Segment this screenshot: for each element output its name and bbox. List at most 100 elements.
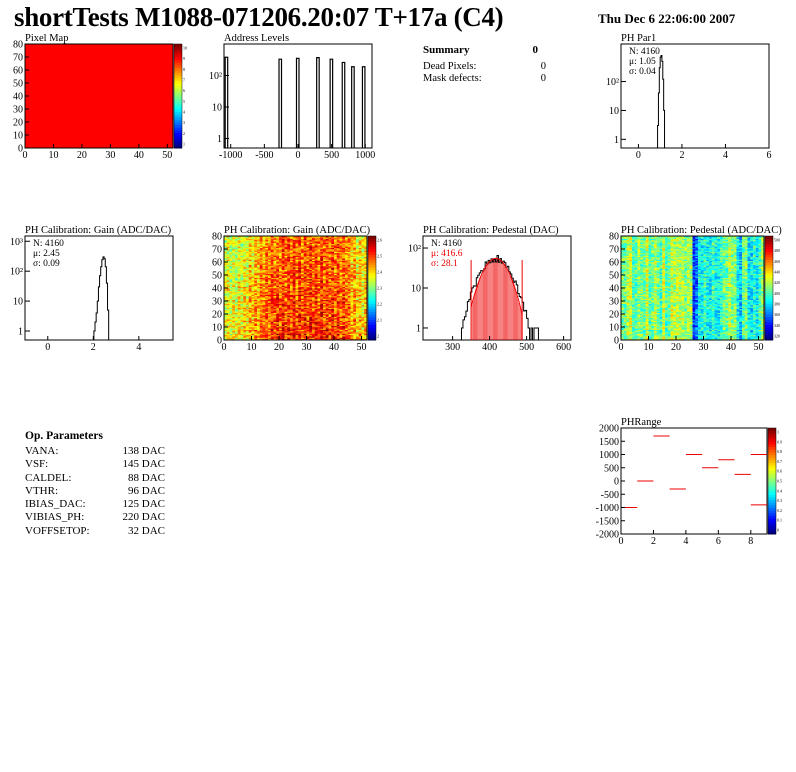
heat-cell <box>312 246 316 248</box>
heat-cell <box>251 284 255 286</box>
heat-cell <box>265 314 269 316</box>
heat-cell <box>251 252 255 255</box>
heat-cell <box>254 329 258 332</box>
heat-cell <box>229 337 233 339</box>
heat-cell <box>339 319 343 321</box>
heat-cell <box>634 273 638 276</box>
heat-cell <box>292 280 296 282</box>
heat-cell <box>284 294 288 297</box>
heat-cell <box>331 277 335 280</box>
heat-cell <box>224 255 228 258</box>
heat-cell <box>229 264 233 267</box>
heat-cell <box>284 243 288 246</box>
heat-cell <box>281 243 285 246</box>
heat-cell <box>265 252 269 255</box>
heat-cell <box>279 332 283 334</box>
heat-cell <box>312 281 316 284</box>
heat-cell <box>320 319 324 321</box>
heat-cell <box>629 269 633 272</box>
heat-cell <box>356 298 360 300</box>
heat-cell <box>298 302 302 304</box>
palette-label: 10 <box>183 46 187 51</box>
heat-cell <box>323 314 327 316</box>
heat-cell <box>342 263 346 265</box>
heat-cell <box>312 237 316 239</box>
heat-cell <box>237 325 241 328</box>
heat-cell <box>325 332 329 334</box>
heat-cell <box>347 278 351 281</box>
heat-cell <box>634 275 638 277</box>
heat-cell <box>298 268 302 271</box>
heat-cell <box>232 263 236 265</box>
heat-cell <box>358 241 362 243</box>
heat-cell <box>298 242 302 245</box>
heat-cell <box>345 259 349 261</box>
heat-cell <box>273 286 277 289</box>
heat-cell <box>339 317 343 320</box>
heat-cell <box>287 276 291 278</box>
x-tick-label: 50 <box>357 342 367 353</box>
heat-cell <box>301 255 305 258</box>
heat-cell <box>273 325 277 328</box>
heat-cell <box>281 259 285 261</box>
heat-cell <box>334 272 338 274</box>
heat-cell <box>226 306 230 308</box>
heat-cell <box>257 245 261 247</box>
heat-cell <box>320 285 324 287</box>
heat-cell <box>259 333 263 336</box>
heat-cell <box>353 269 357 272</box>
heat-cell <box>331 276 335 278</box>
heat-cell <box>334 304 338 307</box>
heat-cell <box>240 280 244 282</box>
heat-cell <box>626 324 630 326</box>
heat-cell <box>342 310 346 312</box>
heat-cell <box>226 316 230 319</box>
heat-cell <box>626 321 630 324</box>
heat-cell <box>623 247 627 250</box>
heat-cell <box>229 275 233 277</box>
heat-cell <box>246 256 250 259</box>
heat-cell <box>317 329 321 332</box>
heat-cell <box>270 247 274 250</box>
heat-cell <box>287 268 291 271</box>
heat-cell <box>342 239 346 242</box>
heat-cell <box>626 290 630 293</box>
heat-cell <box>232 282 236 285</box>
heat-cell <box>257 255 261 258</box>
heat-cell <box>342 282 346 285</box>
heat-cell <box>345 291 349 294</box>
heat-cell <box>259 337 263 339</box>
heat-cell <box>287 290 291 293</box>
heat-cell <box>268 282 272 285</box>
heat-cell <box>248 246 252 248</box>
heat-cell <box>265 284 269 286</box>
heat-cell <box>345 271 349 273</box>
heat-cell <box>323 306 327 308</box>
heat-cell <box>621 262 625 264</box>
heat-cell <box>303 276 307 278</box>
heat-cell <box>353 323 357 325</box>
heat-cell <box>637 286 641 289</box>
heat-cell <box>292 295 296 298</box>
heat-cell <box>342 315 346 317</box>
heat-cell <box>350 250 354 252</box>
heat-cell <box>246 250 250 252</box>
heat-cell <box>270 297 274 299</box>
heat-cell <box>347 330 351 333</box>
heat-cell <box>284 256 288 259</box>
heat-cell <box>232 239 236 242</box>
heat-cell <box>345 241 349 243</box>
heat-cell <box>298 304 302 307</box>
heat-cell <box>336 247 340 250</box>
heat-cell <box>309 304 313 307</box>
heat-cell <box>270 291 274 294</box>
heat-cell <box>251 310 255 312</box>
heat-cell <box>276 334 280 337</box>
heat-cell <box>336 271 340 273</box>
heat-cell <box>265 306 269 308</box>
heat-cell <box>259 249 263 251</box>
heat-cell <box>251 323 255 325</box>
heat-cell <box>336 285 340 287</box>
heat-cell <box>254 304 258 307</box>
heat-cell <box>632 317 636 320</box>
